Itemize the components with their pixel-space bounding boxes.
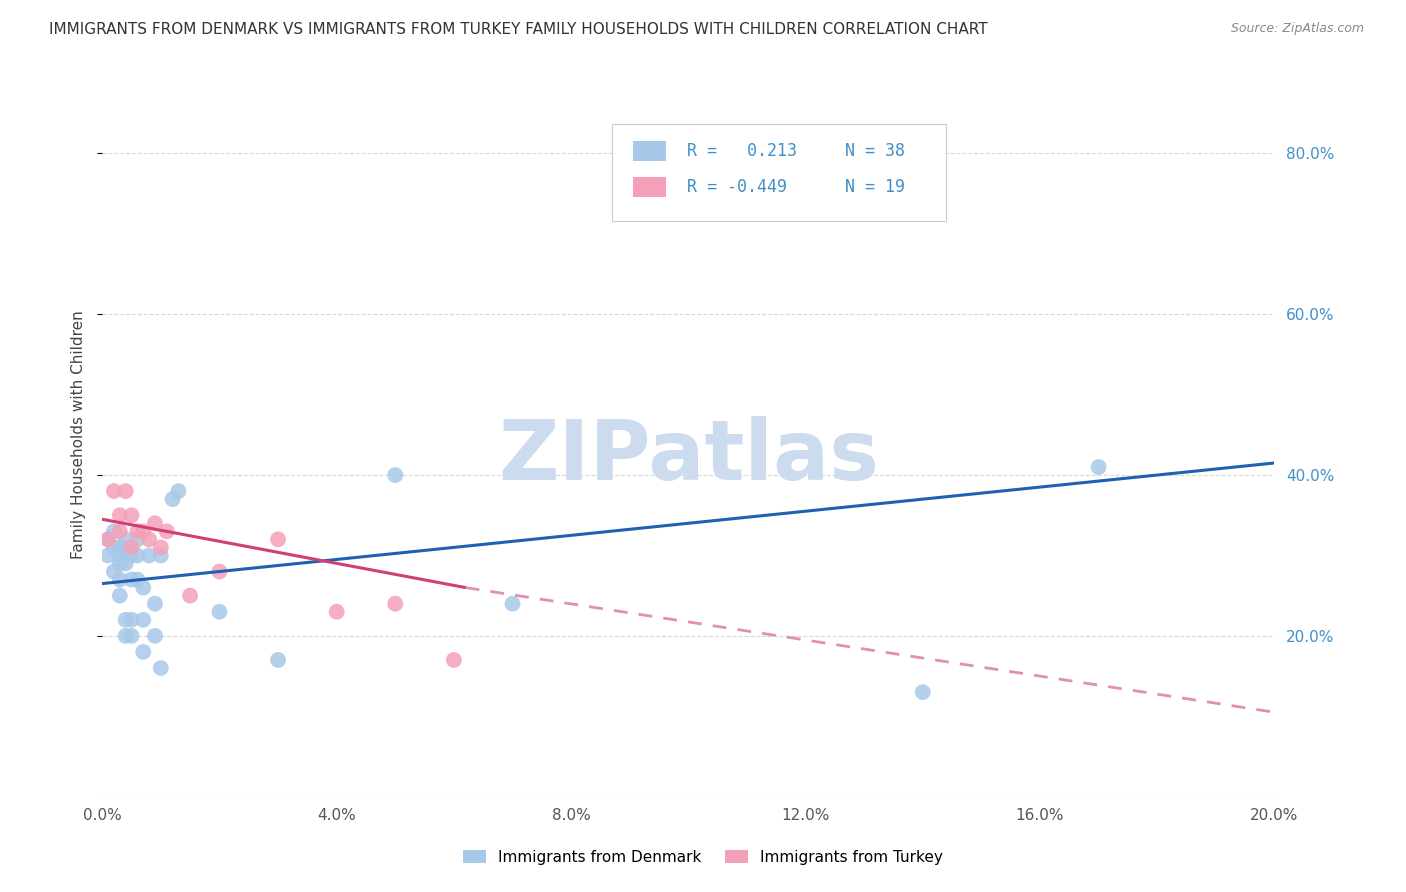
Point xyxy=(114,629,136,643)
Point xyxy=(325,605,347,619)
Point xyxy=(143,597,166,611)
Point xyxy=(108,589,131,603)
Y-axis label: Family Households with Children: Family Households with Children xyxy=(72,310,86,559)
Point xyxy=(127,573,149,587)
Point xyxy=(132,613,155,627)
Point xyxy=(127,533,149,547)
Point xyxy=(132,524,155,539)
Point xyxy=(138,533,160,547)
Bar xyxy=(633,141,666,161)
Text: ZIPatlas: ZIPatlas xyxy=(498,416,879,497)
Point xyxy=(97,533,120,547)
Point xyxy=(149,661,172,675)
Legend: Immigrants from Denmark, Immigrants from Turkey: Immigrants from Denmark, Immigrants from… xyxy=(457,844,949,871)
Point xyxy=(384,468,406,483)
Text: R =   0.213: R = 0.213 xyxy=(688,142,797,161)
Point xyxy=(143,629,166,643)
Bar xyxy=(633,178,666,197)
Point xyxy=(108,508,131,523)
Point xyxy=(132,581,155,595)
Point xyxy=(114,613,136,627)
Point xyxy=(911,685,934,699)
Text: N = 38: N = 38 xyxy=(845,142,905,161)
Point xyxy=(156,524,179,539)
Point xyxy=(103,524,125,539)
Point xyxy=(149,549,172,563)
Point xyxy=(149,541,172,555)
Text: IMMIGRANTS FROM DENMARK VS IMMIGRANTS FROM TURKEY FAMILY HOUSEHOLDS WITH CHILDRE: IMMIGRANTS FROM DENMARK VS IMMIGRANTS FR… xyxy=(49,22,988,37)
Point xyxy=(167,484,190,499)
Text: Source: ZipAtlas.com: Source: ZipAtlas.com xyxy=(1230,22,1364,36)
Point xyxy=(127,524,149,539)
Point xyxy=(267,653,290,667)
Point xyxy=(114,541,136,555)
Point xyxy=(121,573,143,587)
Point xyxy=(384,597,406,611)
Point xyxy=(121,629,143,643)
Point xyxy=(108,524,131,539)
Point xyxy=(114,557,136,571)
Point xyxy=(443,653,465,667)
Point xyxy=(208,605,231,619)
Point xyxy=(267,533,290,547)
Point xyxy=(121,549,143,563)
Point xyxy=(208,565,231,579)
Point xyxy=(138,549,160,563)
Point xyxy=(103,484,125,499)
Text: N = 19: N = 19 xyxy=(845,178,905,196)
Point xyxy=(108,557,131,571)
Point xyxy=(502,597,524,611)
Point xyxy=(114,533,136,547)
Point xyxy=(108,541,131,555)
Point xyxy=(143,516,166,531)
Point xyxy=(108,573,131,587)
Point xyxy=(1087,460,1109,475)
Point xyxy=(97,549,120,563)
Text: R = -0.449: R = -0.449 xyxy=(688,178,787,196)
Point xyxy=(121,508,143,523)
Point xyxy=(121,613,143,627)
Point xyxy=(132,645,155,659)
Point xyxy=(179,589,201,603)
Point xyxy=(114,484,136,499)
Point xyxy=(108,549,131,563)
Point xyxy=(103,541,125,555)
Point xyxy=(162,492,184,507)
Point xyxy=(103,565,125,579)
Point xyxy=(127,549,149,563)
Point xyxy=(97,533,120,547)
Point xyxy=(121,541,143,555)
FancyBboxPatch shape xyxy=(612,124,946,221)
